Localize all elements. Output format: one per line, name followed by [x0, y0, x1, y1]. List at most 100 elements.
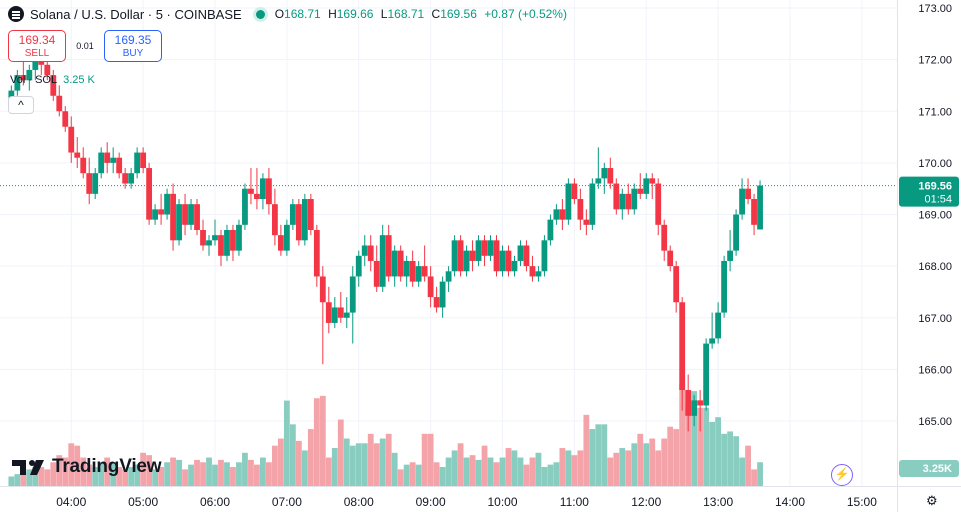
candle	[445, 266, 452, 292]
candle	[505, 245, 512, 277]
candle-body	[397, 250, 404, 277]
y-tick-label: 169.00	[918, 210, 952, 222]
solana-icon	[8, 6, 24, 22]
candle	[649, 173, 656, 200]
candle	[745, 178, 751, 205]
candle	[577, 188, 584, 230]
candle-body	[158, 209, 164, 215]
price-axis: 173.00 172.00 171.00 170.00 169.00 168.00 167.…	[897, 0, 959, 512]
candle-body	[691, 400, 698, 416]
volume-bar	[643, 443, 650, 486]
candle-body	[271, 204, 278, 236]
candle-body	[355, 255, 362, 277]
volume-bar	[266, 462, 272, 486]
volume-bar	[751, 469, 757, 486]
volume-bar	[439, 467, 446, 486]
candle	[92, 168, 99, 200]
volume-bar	[313, 398, 320, 486]
candle-body	[146, 168, 153, 220]
candle-body	[751, 199, 757, 225]
volume-bar	[116, 467, 123, 486]
chart-header: Solana / U.S. Dollar · 5 · COINBASE O168…	[8, 6, 571, 22]
x-tick-label: 14:00	[775, 495, 805, 509]
collapse-legend-button[interactable]: ^	[8, 96, 34, 114]
candle	[529, 255, 536, 282]
candle-body	[415, 266, 422, 282]
candle	[343, 297, 350, 329]
candle-body	[8, 90, 15, 101]
candle-body	[433, 297, 440, 308]
volume-bar	[589, 429, 596, 486]
close-value: 169.56	[440, 7, 477, 21]
candle-body	[553, 209, 560, 220]
candle-body	[733, 214, 739, 251]
candle	[349, 266, 356, 344]
candle-body	[182, 204, 188, 225]
volume-bar	[469, 455, 476, 486]
candle	[427, 266, 434, 308]
candle-body	[529, 266, 536, 277]
tradingview-logo[interactable]: TradingView	[12, 456, 162, 478]
candle-body	[739, 188, 745, 215]
candle	[307, 193, 314, 236]
candle-body	[571, 183, 578, 200]
candle-body	[445, 271, 452, 282]
candle-body	[649, 178, 656, 184]
candle-body	[427, 276, 434, 298]
candle	[709, 312, 716, 349]
trade-panel: 169.34 SELL 0.01 169.35 BUY	[8, 30, 162, 62]
candle	[475, 235, 482, 267]
candle	[80, 147, 87, 179]
candle	[409, 250, 416, 287]
volume-bar	[289, 424, 296, 486]
volume-bar	[331, 448, 338, 486]
candle-body	[224, 229, 230, 256]
candle	[164, 188, 170, 220]
candle-body	[98, 152, 105, 174]
candle-body	[541, 240, 548, 272]
candle	[86, 157, 93, 205]
volume-bar	[493, 462, 500, 486]
volume-bar	[427, 433, 434, 486]
y-tick-label: 173.00	[918, 3, 952, 15]
x-tick-label: 09:00	[416, 495, 446, 509]
candle-body	[56, 95, 63, 112]
candle-body	[242, 188, 248, 225]
candle-body	[313, 229, 320, 277]
candle-body	[619, 193, 626, 210]
candle	[421, 245, 428, 282]
volume-bar	[194, 459, 200, 486]
volume-bar	[421, 433, 428, 486]
x-tick-label: 13:00	[703, 495, 733, 509]
settings-gear-icon[interactable]: ⚙	[926, 493, 938, 508]
candle	[98, 147, 105, 179]
candle-body	[367, 245, 374, 261]
volume-bar	[295, 440, 302, 486]
candle-body	[32, 59, 39, 70]
y-tick-label: 171.00	[918, 106, 952, 118]
candle	[487, 235, 494, 261]
candle	[110, 147, 117, 174]
symbol-title[interactable]: Solana / U.S. Dollar · 5 · COINBASE	[30, 6, 242, 22]
candle-body	[301, 199, 308, 241]
candle	[463, 245, 470, 277]
volume-bar	[200, 462, 206, 486]
x-tick-label: 04:00	[56, 495, 86, 509]
lightning-icon[interactable]: ⚡	[831, 464, 853, 486]
candle	[277, 224, 284, 256]
buy-price: 169.35	[114, 33, 152, 47]
sell-button[interactable]: 169.34 SELL	[8, 30, 66, 62]
candle	[481, 235, 488, 267]
volume-bar	[517, 457, 524, 486]
last-volume-badge	[899, 460, 959, 477]
candle	[325, 286, 332, 334]
candle	[439, 276, 446, 318]
candle-body	[655, 183, 662, 225]
volume-bar	[349, 445, 356, 486]
candle-body	[266, 178, 272, 205]
volume-bar	[565, 450, 572, 486]
candle	[188, 199, 194, 230]
volume-legend[interactable]: Vol · SOL 3.25 K	[10, 74, 95, 86]
buy-button[interactable]: 169.35 BUY	[104, 30, 162, 62]
